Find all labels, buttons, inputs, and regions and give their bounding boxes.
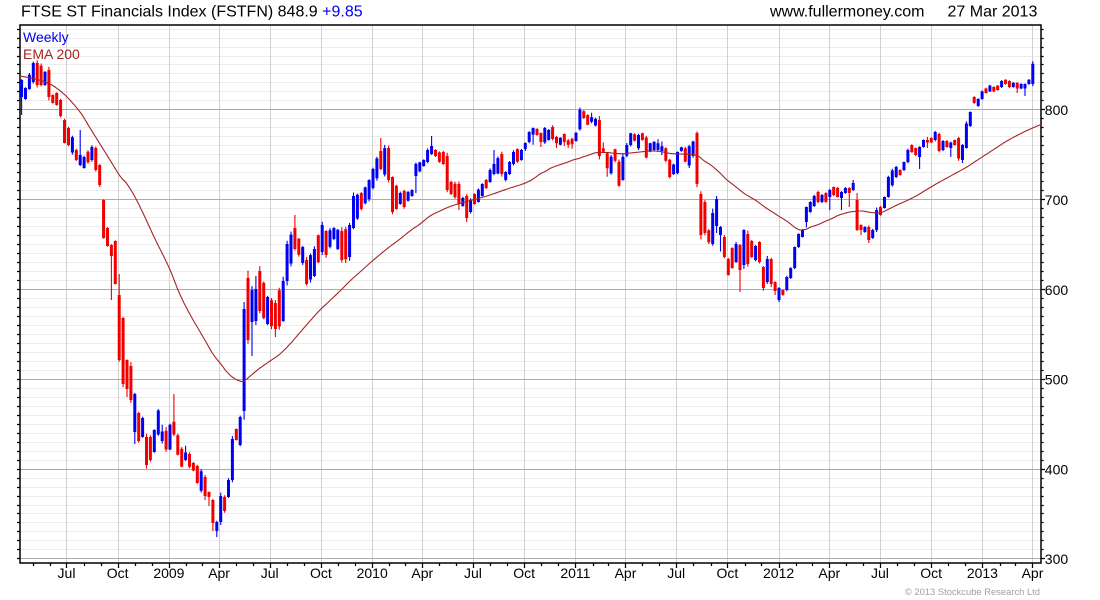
svg-text:27 Mar 2013: 27 Mar 2013 bbox=[948, 4, 1038, 21]
svg-text:Jul: Jul bbox=[464, 565, 482, 581]
svg-text:2010: 2010 bbox=[357, 565, 388, 581]
svg-text:700: 700 bbox=[1045, 192, 1069, 208]
svg-text:Oct: Oct bbox=[310, 565, 332, 581]
svg-text:Jul: Jul bbox=[871, 565, 889, 581]
svg-text:Jul: Jul bbox=[261, 565, 279, 581]
svg-text:500: 500 bbox=[1045, 372, 1069, 388]
svg-text:300: 300 bbox=[1045, 551, 1069, 567]
svg-text:800: 800 bbox=[1045, 102, 1069, 118]
svg-text:Apr: Apr bbox=[1022, 565, 1044, 581]
svg-text:600: 600 bbox=[1045, 282, 1069, 298]
svg-text:EMA 200: EMA 200 bbox=[23, 46, 80, 62]
svg-text:Jul: Jul bbox=[58, 565, 76, 581]
svg-text:Oct: Oct bbox=[717, 565, 739, 581]
svg-text:2009: 2009 bbox=[153, 565, 184, 581]
svg-text:2011: 2011 bbox=[560, 565, 590, 581]
svg-text:Weekly: Weekly bbox=[23, 29, 69, 45]
svg-text:Oct: Oct bbox=[513, 565, 535, 581]
svg-text:Oct: Oct bbox=[920, 565, 942, 581]
svg-text:www.fullermoney.com: www.fullermoney.com bbox=[769, 4, 924, 21]
svg-text:Oct: Oct bbox=[107, 565, 129, 581]
svg-text:2012: 2012 bbox=[763, 565, 794, 581]
svg-text:Apr: Apr bbox=[615, 565, 637, 581]
svg-text:Apr: Apr bbox=[411, 565, 433, 581]
svg-text:2013: 2013 bbox=[967, 565, 998, 581]
svg-text:400: 400 bbox=[1045, 461, 1069, 477]
svg-text:Jul: Jul bbox=[667, 565, 685, 581]
svg-text:Apr: Apr bbox=[818, 565, 840, 581]
svg-text:© 2013 Stockcube Research Ltd: © 2013 Stockcube Research Ltd bbox=[905, 586, 1040, 597]
svg-text:Apr: Apr bbox=[208, 565, 230, 581]
svg-text:FTSE ST Financials Index (FSTF: FTSE ST Financials Index (FSTFN) 848.9 +… bbox=[21, 4, 363, 21]
